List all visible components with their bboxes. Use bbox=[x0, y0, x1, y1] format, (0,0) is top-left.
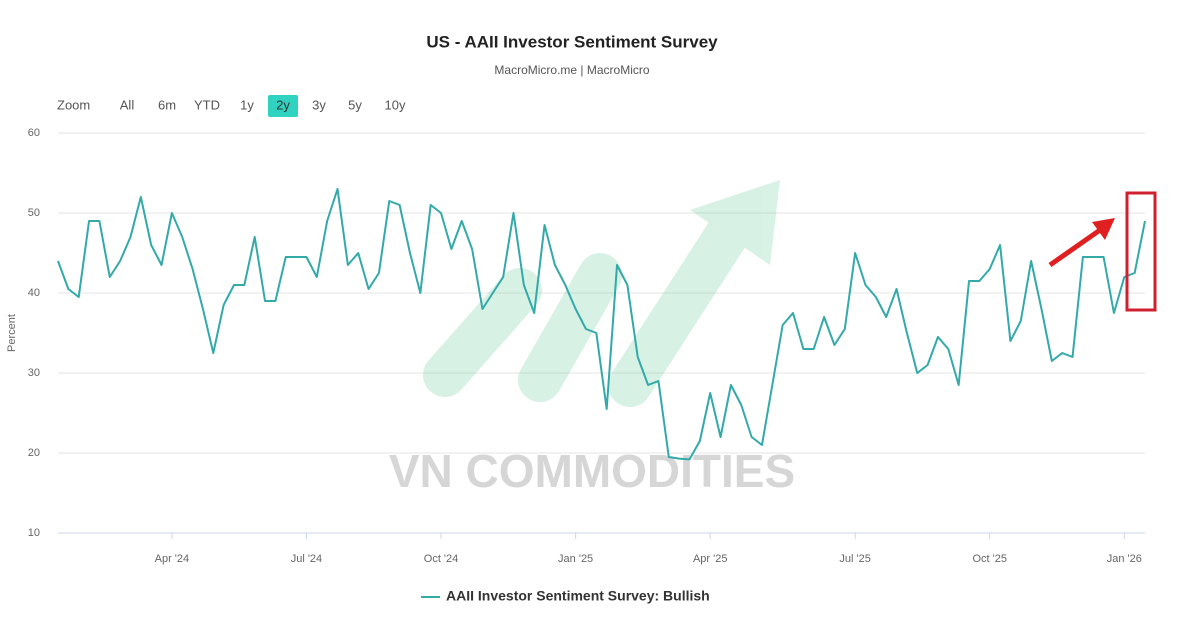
logo-stroke bbox=[518, 253, 622, 402]
range-button[interactable]: YTD bbox=[194, 97, 220, 112]
range-button[interactable]: 10y bbox=[385, 97, 406, 112]
x-tick-label: Apr '24 bbox=[155, 553, 190, 565]
plot-area: VN COMMODITIES bbox=[57, 132, 1146, 539]
watermark-logo bbox=[423, 180, 780, 407]
range-button[interactable]: 6m bbox=[158, 97, 176, 112]
logo-stroke bbox=[608, 208, 752, 407]
y-tick-label: 10 bbox=[28, 527, 40, 539]
legend-label[interactable]: AAII Investor Sentiment Survey: Bullish bbox=[446, 588, 710, 604]
y-tick-label: 30 bbox=[28, 367, 40, 379]
range-button[interactable]: 5y bbox=[348, 97, 362, 112]
annotation bbox=[1048, 191, 1157, 312]
logo-arrowhead bbox=[690, 180, 780, 265]
x-tick-label: Apr '25 bbox=[693, 553, 728, 565]
series-line bbox=[57, 188, 1146, 461]
y-tick-label: 40 bbox=[28, 287, 40, 299]
y-axis-label: Percent bbox=[6, 314, 18, 352]
x-tick-label: Jul '25 bbox=[839, 553, 870, 565]
annotation-arrowhead bbox=[1092, 218, 1115, 240]
zoom-label: Zoom bbox=[57, 97, 90, 112]
y-tick-label: 20 bbox=[28, 447, 40, 459]
x-tick-label: Jan '26 bbox=[1107, 553, 1142, 565]
chart-title: US - AAII Investor Sentiment Survey bbox=[426, 32, 718, 51]
watermark-text: VN COMMODITIES bbox=[389, 445, 795, 497]
y-tick-label: 50 bbox=[28, 207, 40, 219]
x-tick-label: Jan '25 bbox=[558, 553, 593, 565]
x-tick-label: Oct '25 bbox=[972, 553, 1007, 565]
x-tick-label: Oct '24 bbox=[424, 553, 459, 565]
range-button[interactable]: All bbox=[120, 97, 135, 112]
range-button[interactable]: 2y bbox=[276, 97, 290, 112]
range-button[interactable]: 1y bbox=[240, 97, 254, 112]
y-tick-label: 60 bbox=[28, 127, 40, 139]
range-button[interactable]: 3y bbox=[312, 97, 326, 112]
logo-stroke bbox=[423, 268, 542, 397]
range-button-bg[interactable] bbox=[268, 95, 298, 117]
annotation-arrow bbox=[1048, 227, 1102, 268]
x-tick-label: Jul '24 bbox=[291, 553, 322, 565]
range-buttons: All 6m YTD 1y 2y 3y 5y 10y bbox=[120, 95, 406, 117]
annotation-box bbox=[1125, 191, 1157, 312]
chart-subtitle: MacroMicro.me | MacroMicro bbox=[494, 63, 649, 77]
